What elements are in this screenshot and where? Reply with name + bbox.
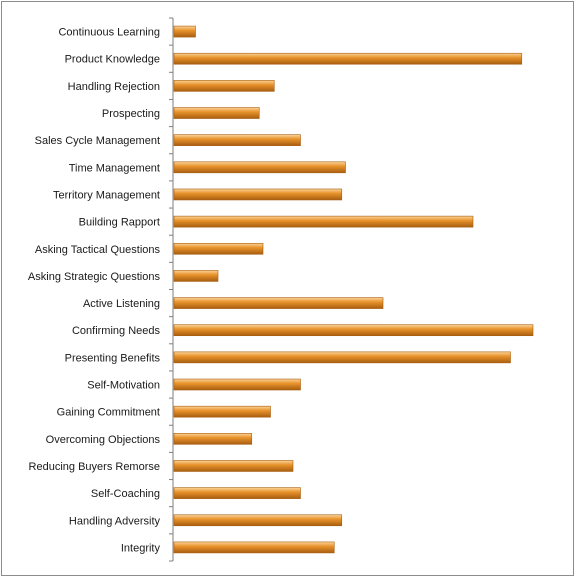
category-label: Reducing Buyers Remorse xyxy=(29,461,160,473)
category-label: Presenting Benefits xyxy=(65,352,161,364)
bar xyxy=(173,460,294,472)
category-label: Confirming Needs xyxy=(72,325,161,337)
category-label: Continuous Learning xyxy=(58,27,160,39)
category-label: Asking Tactical Questions xyxy=(35,244,161,256)
bar xyxy=(173,487,301,499)
bar xyxy=(173,188,343,201)
bar xyxy=(173,161,346,174)
bar xyxy=(173,297,384,309)
category-label: Self-Motivation xyxy=(87,380,160,392)
category-label: Overcoming Objections xyxy=(46,434,161,446)
bar xyxy=(173,433,253,445)
bar xyxy=(173,541,335,554)
category-label: Handling Adversity xyxy=(69,515,161,527)
y-axis-labels: Continuous Learning Product Knowledge Hand… xyxy=(28,27,161,555)
category-label: Handling Rejection xyxy=(68,81,160,93)
y-axis-ticks xyxy=(169,17,173,562)
category-label: Integrity xyxy=(121,542,161,554)
bar xyxy=(173,80,275,92)
bar xyxy=(173,107,260,119)
bar xyxy=(173,351,511,364)
category-label: Prospecting xyxy=(102,108,160,120)
category-label: Asking Strategic Questions xyxy=(28,271,161,283)
category-label: Active Listening xyxy=(83,298,160,310)
category-label: Territory Management xyxy=(53,189,160,201)
category-label: Time Management xyxy=(69,162,160,174)
category-label: Gaining Commitment xyxy=(57,407,160,419)
category-label: Self-Coaching xyxy=(91,488,160,500)
bar xyxy=(173,242,264,255)
bar xyxy=(173,270,219,282)
bar xyxy=(173,52,523,65)
category-label: Building Rapport xyxy=(79,217,160,229)
bar xyxy=(173,25,196,38)
category-label: Sales Cycle Management xyxy=(35,135,160,147)
bars xyxy=(173,25,534,554)
bar xyxy=(173,514,343,527)
bar xyxy=(173,378,301,391)
category-label: Product Knowledge xyxy=(65,54,160,66)
bar xyxy=(173,134,301,146)
bar xyxy=(173,215,474,228)
bar xyxy=(173,324,534,337)
bar xyxy=(173,405,271,418)
